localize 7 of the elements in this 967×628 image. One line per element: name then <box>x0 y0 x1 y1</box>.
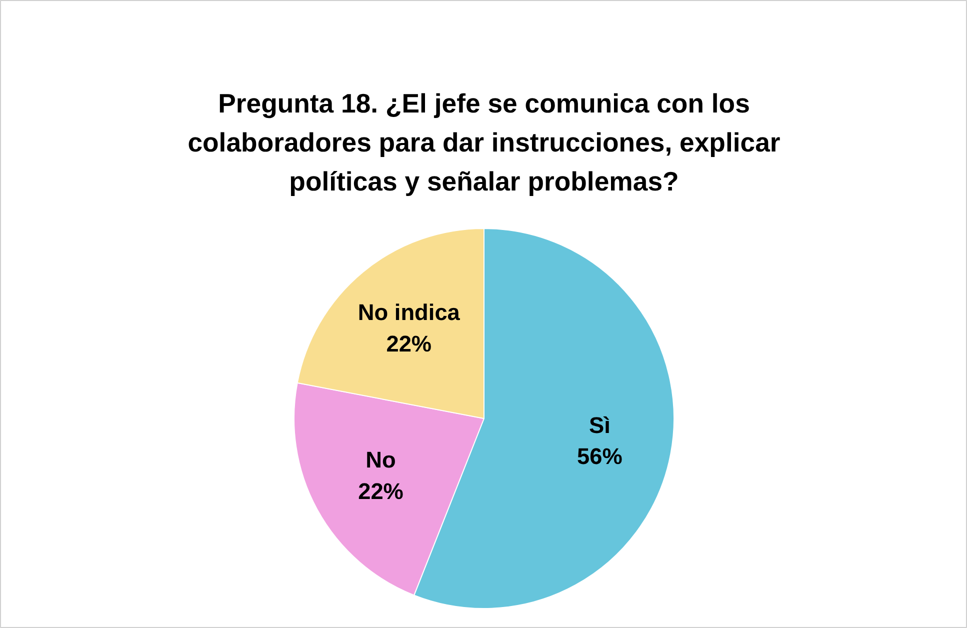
slice-label: No <box>366 446 396 473</box>
chart-title: Pregunta 18. ¿El jefe se comunica con los colaboradores para dar instrucciones, explicar políticas y señalar problemas? <box>188 88 780 196</box>
data-label: 56% <box>577 443 622 470</box>
slice-label: Sì <box>589 412 610 438</box>
slice-label: No indica <box>358 299 460 326</box>
data-label: 22% <box>358 478 404 504</box>
data-label: 22% <box>386 330 432 356</box>
